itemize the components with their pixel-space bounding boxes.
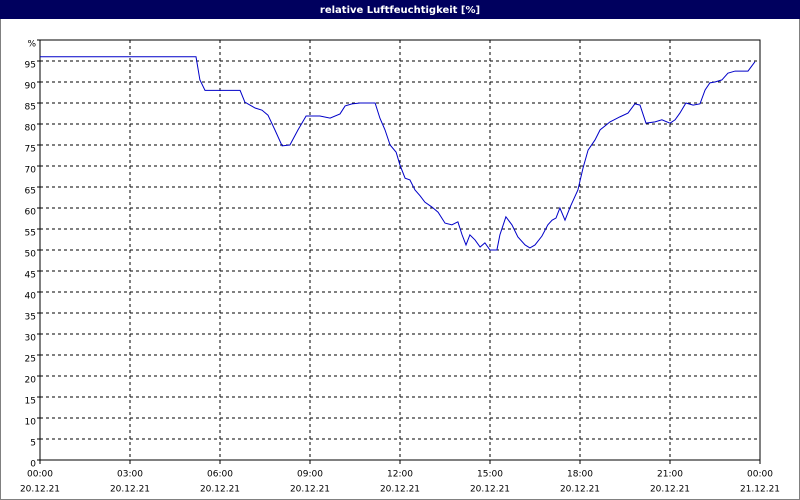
- y-tick-label: 65: [25, 187, 36, 197]
- y-tick-label: 30: [25, 334, 37, 344]
- x-tick-label: 00:00: [747, 470, 773, 480]
- title-bar: [0, 0, 800, 19]
- y-tick-label: 75: [25, 145, 36, 155]
- x-tick-date: 20.12.21: [200, 485, 240, 495]
- x-tick-label: 15:00: [477, 470, 503, 480]
- y-tick-label: 50: [25, 250, 37, 260]
- x-tick-date: 20.12.21: [560, 485, 600, 495]
- x-tick-label: 18:00: [567, 470, 593, 480]
- y-tick-label: 70: [25, 166, 37, 176]
- y-tick-label: 0: [30, 460, 36, 470]
- x-tick-label: 00:00: [27, 470, 53, 480]
- x-tick-date: 21.12.21: [740, 485, 780, 495]
- x-tick-date: 20.12.21: [470, 485, 510, 495]
- y-tick-label: 90: [25, 82, 37, 92]
- y-tick-label: 60: [25, 208, 37, 218]
- x-tick-label: 09:00: [297, 470, 323, 480]
- x-tick-label: 12:00: [387, 470, 413, 480]
- y-tick-label: 25: [25, 355, 36, 365]
- y-tick-label: 55: [25, 229, 36, 239]
- y-tick-label: 20: [25, 376, 37, 386]
- x-tick-label: 06:00: [207, 470, 233, 480]
- data-line: [40, 56, 756, 251]
- x-tick-date: 20.12.21: [20, 485, 60, 495]
- y-tick-label: 80: [25, 124, 37, 134]
- x-tick-date: 20.12.21: [380, 485, 420, 495]
- x-tick-date: 20.12.21: [650, 485, 690, 495]
- y-tick-label: 95: [25, 61, 36, 71]
- y-tick-label: %: [27, 40, 36, 50]
- plot-frame: [39, 39, 761, 461]
- x-tick-label: 21:00: [657, 470, 683, 480]
- chart-title: relative Luftfeuchtigkeit [%]: [320, 5, 480, 16]
- y-tick-label: 5: [30, 439, 36, 449]
- y-tick-label: 45: [25, 271, 36, 281]
- y-tick-label: 40: [25, 292, 37, 302]
- y-tick-label: 10: [25, 418, 37, 428]
- x-tick-date: 20.12.21: [290, 485, 330, 495]
- x-tick-label: 03:00: [117, 470, 143, 480]
- y-tick-label: 85: [25, 103, 36, 113]
- y-tick-label: 15: [25, 397, 36, 407]
- y-tick-label: 35: [25, 313, 36, 323]
- x-tick-date: 20.12.21: [110, 485, 150, 495]
